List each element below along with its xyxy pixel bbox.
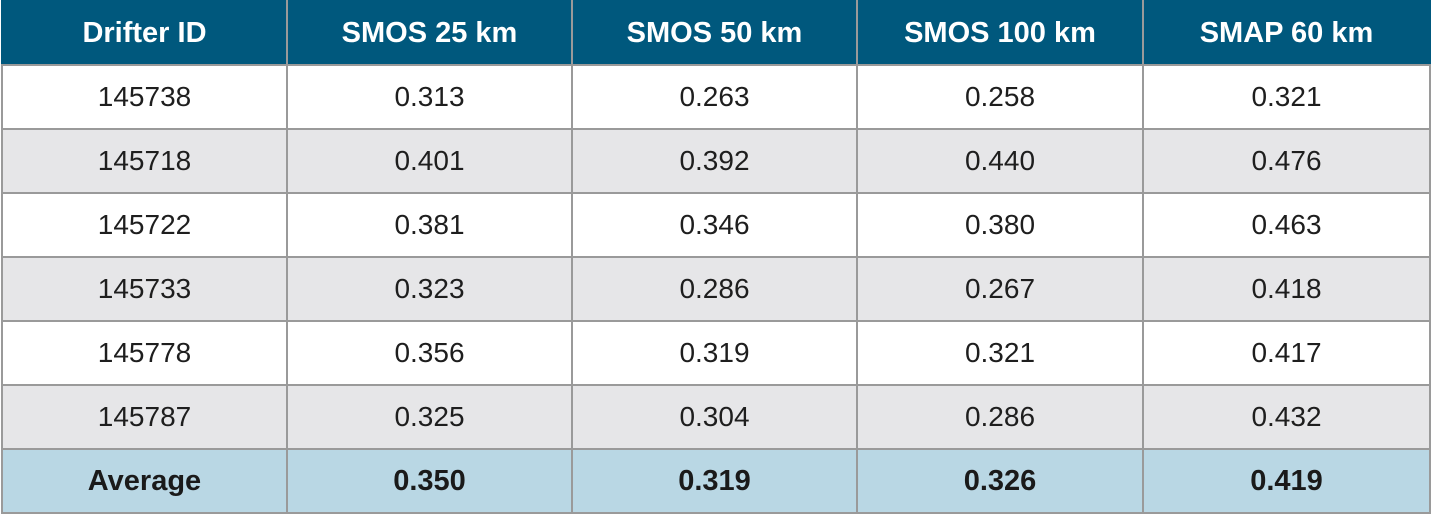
table-cell: 0.286 bbox=[856, 384, 1144, 450]
table-row: 145738 0.313 0.263 0.258 0.321 bbox=[1, 64, 1431, 130]
table-cell: 0.476 bbox=[1142, 128, 1431, 194]
table-cell: 145722 bbox=[1, 192, 288, 258]
table-cell: 0.381 bbox=[286, 192, 573, 258]
table-body: 145738 0.313 0.263 0.258 0.321 145718 0.… bbox=[1, 64, 1431, 514]
table-cell: 0.440 bbox=[856, 128, 1144, 194]
table-cell: 0.392 bbox=[571, 128, 858, 194]
table-cell: 145733 bbox=[1, 256, 288, 322]
table-cell: 0.313 bbox=[286, 64, 573, 130]
average-cell: 0.350 bbox=[286, 448, 573, 514]
header-row: Drifter ID SMOS 25 km SMOS 50 km SMOS 10… bbox=[1, 0, 1431, 66]
table-cell: 0.319 bbox=[571, 320, 858, 386]
table-row: 145787 0.325 0.304 0.286 0.432 bbox=[1, 384, 1431, 450]
table-cell: 0.323 bbox=[286, 256, 573, 322]
header-smos-50km: SMOS 50 km bbox=[571, 0, 858, 66]
table-cell: 0.321 bbox=[856, 320, 1144, 386]
table-cell: 0.346 bbox=[571, 192, 858, 258]
table-cell: 0.417 bbox=[1142, 320, 1431, 386]
average-row: Average 0.350 0.319 0.326 0.419 bbox=[1, 448, 1431, 514]
table-header: Drifter ID SMOS 25 km SMOS 50 km SMOS 10… bbox=[1, 0, 1431, 66]
table-cell: 0.321 bbox=[1142, 64, 1431, 130]
table-cell: 0.418 bbox=[1142, 256, 1431, 322]
table-cell: 0.267 bbox=[856, 256, 1144, 322]
table-cell: 145718 bbox=[1, 128, 288, 194]
table-cell: 145787 bbox=[1, 384, 288, 450]
table-cell: 0.286 bbox=[571, 256, 858, 322]
average-cell: 0.419 bbox=[1142, 448, 1431, 514]
average-cell: 0.326 bbox=[856, 448, 1144, 514]
average-cell: 0.319 bbox=[571, 448, 858, 514]
table-cell: 0.463 bbox=[1142, 192, 1431, 258]
table-cell: 0.401 bbox=[286, 128, 573, 194]
table-cell: 145778 bbox=[1, 320, 288, 386]
table-row: 145778 0.356 0.319 0.321 0.417 bbox=[1, 320, 1431, 386]
header-drifter-id: Drifter ID bbox=[1, 0, 288, 66]
table-cell: 0.325 bbox=[286, 384, 573, 450]
header-smos-25km: SMOS 25 km bbox=[286, 0, 573, 66]
table-cell: 0.356 bbox=[286, 320, 573, 386]
header-smos-100km: SMOS 100 km bbox=[856, 0, 1144, 66]
table-row: 145722 0.381 0.346 0.380 0.463 bbox=[1, 192, 1431, 258]
table-cell: 0.432 bbox=[1142, 384, 1431, 450]
header-smap-60km: SMAP 60 km bbox=[1142, 0, 1431, 66]
average-label: Average bbox=[1, 448, 288, 514]
table-cell: 0.304 bbox=[571, 384, 858, 450]
table-cell: 145738 bbox=[1, 64, 288, 130]
table-row: 145718 0.401 0.392 0.440 0.476 bbox=[1, 128, 1431, 194]
table-row: 145733 0.323 0.286 0.267 0.418 bbox=[1, 256, 1431, 322]
table-cell: 0.380 bbox=[856, 192, 1144, 258]
table-cell: 0.263 bbox=[571, 64, 858, 130]
table-cell: 0.258 bbox=[856, 64, 1144, 130]
